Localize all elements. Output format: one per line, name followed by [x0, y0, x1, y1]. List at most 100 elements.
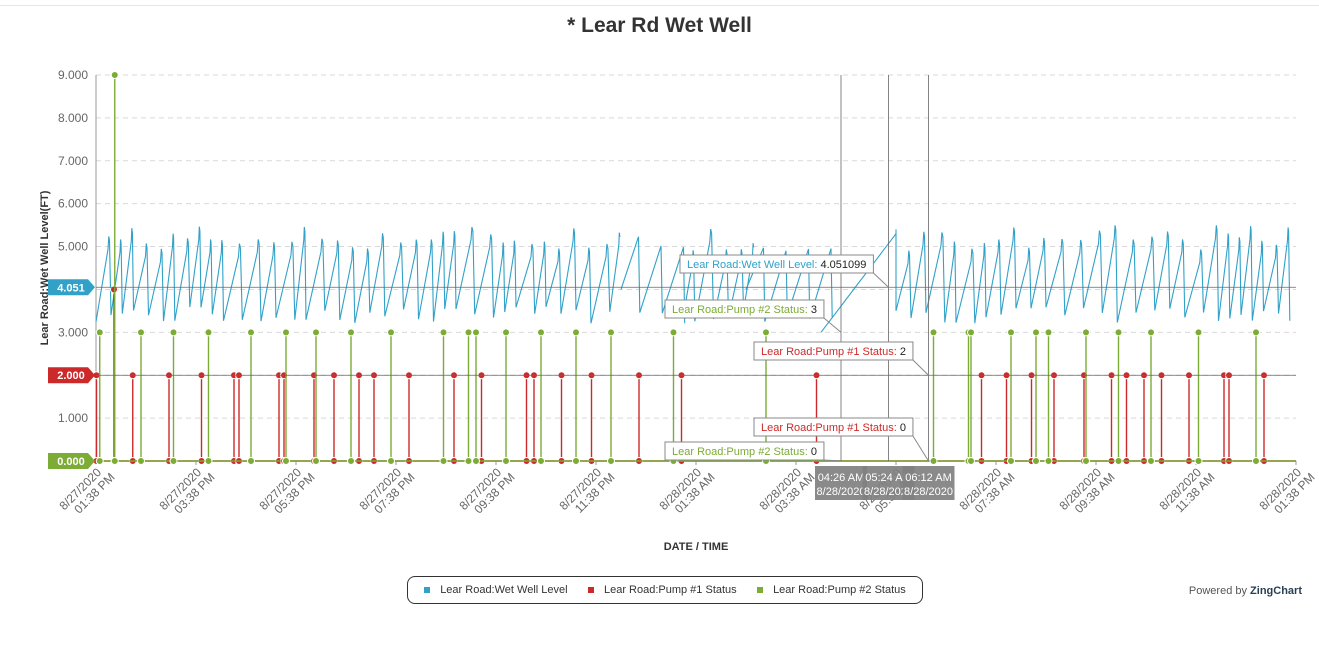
tooltip-pump1-off-pointer [912, 435, 929, 462]
pump2-point [387, 457, 395, 465]
wet-well-flag-value: 4.051 [57, 282, 85, 294]
tooltip-pump1-off-label: Lear Road:Pump #1 Status: 0 [761, 422, 906, 434]
pump2-point [537, 328, 545, 337]
pump2-point [439, 457, 448, 465]
tooltip-pump1-on-box [753, 341, 914, 361]
pump2-point [762, 328, 770, 337]
pump2-point [472, 457, 480, 465]
legend-label-wet-well: Lear Road:Wet Well Level [440, 584, 568, 596]
pump2-flag-value: 0.000 [57, 456, 85, 468]
y-axis-title: Lear Road:Wet Well Level(FT) [39, 190, 51, 345]
pump1-flag [48, 367, 95, 384]
tooltip-pump1-on-value: 2 [900, 346, 906, 358]
tooltip-pump2-off-box [664, 441, 825, 461]
pump2-point [607, 328, 615, 337]
pump2-point [110, 457, 119, 465]
pump2-point [669, 328, 678, 337]
pump2-point [464, 457, 473, 465]
pump2-point [312, 457, 320, 465]
crosshair-x-label-time: 05:24 AM [865, 472, 911, 484]
pump2-point [1194, 328, 1203, 337]
legend-item-pump1[interactable]: Lear Road:Pump #1 Status [587, 584, 737, 596]
legend-swatch-wet-well [424, 587, 431, 593]
tooltip-wet-well-value: 4.051099 [821, 259, 867, 271]
legend-label-pump1: Lear Road:Pump #1 Status [603, 584, 737, 596]
crosshair-x-label-date: 8/28/2020 [904, 486, 953, 498]
pump2-point [464, 328, 473, 337]
pump2-point [137, 328, 145, 337]
pump2-point [537, 457, 545, 465]
legend-item-pump2[interactable]: Lear Road:Pump #2 Status [757, 584, 906, 596]
tooltip-pump2-on-pointer [823, 317, 842, 333]
pump2-point [1044, 328, 1053, 337]
tooltip-pump2-off-value: 0 [811, 446, 817, 458]
chart-title: * Lear Rd Wet Well [567, 14, 752, 37]
powered-by[interactable]: Powered by ZingChart [1189, 585, 1302, 597]
tooltip-pump2-off-pointer [823, 459, 842, 462]
crosshair-x-label-box [815, 466, 867, 500]
pump2-point [572, 457, 580, 465]
tooltip-pump2-on-box [664, 299, 825, 319]
legend-item-wet-well[interactable]: Lear Road:Wet Well Level [424, 584, 568, 596]
pump2-flag [48, 453, 95, 469]
y-tick-label: 9.000 [58, 68, 88, 82]
pump2-point [502, 328, 510, 337]
pump2-point [1252, 328, 1260, 337]
pump2-point [1147, 457, 1155, 465]
y-tick-label: 5.000 [58, 240, 88, 254]
pump2-point [169, 328, 178, 337]
pump2-point [204, 328, 213, 337]
tooltip-wet-well-box [679, 254, 874, 274]
pump2-point [1032, 457, 1040, 465]
tooltip-pump1-on-label: Lear Road:Pump #1 Status: 2 [761, 346, 906, 358]
pump2-point [1114, 457, 1123, 465]
tooltip-pump1-off-box [753, 417, 914, 437]
pump2-point [1147, 328, 1155, 337]
crosshair-x-label-date: 8/28/2020 [864, 486, 913, 498]
x-axis-title: DATE / TIME [664, 541, 729, 553]
pump2-point [169, 457, 178, 465]
tooltip-pump2-on-value: 3 [811, 304, 817, 316]
crosshair-x-label-box [902, 466, 955, 500]
pump1-point [110, 285, 118, 294]
pump2-point [472, 328, 480, 337]
y-tick-label: 3.000 [58, 325, 88, 339]
wet-well-level-line [895, 225, 1291, 324]
wet-well-level-line [620, 236, 686, 324]
y-tick-label: 8.000 [58, 111, 88, 125]
pump2-point [607, 457, 615, 465]
y-tick-label: 6.000 [58, 197, 88, 211]
pump2-point [282, 328, 290, 337]
pump2-point [110, 71, 119, 79]
y-tick-label: 1.000 [58, 411, 88, 425]
tooltip-wet-well-pointer [873, 272, 889, 288]
pump2-point [1082, 457, 1090, 465]
crosshair-x-label-time: 04:26 AM [818, 472, 864, 484]
wet-well-level-line [95, 226, 621, 324]
pump2-point [1032, 328, 1040, 337]
pump2-point [1082, 328, 1090, 337]
tooltip-pump1-off-value: 0 [900, 422, 906, 434]
pump2-point [282, 457, 290, 465]
chart-legend: Lear Road:Wet Well Level Lear Road:Pump … [407, 576, 923, 604]
wet-well-level-line [820, 233, 897, 333]
pump2-point [247, 457, 255, 465]
legend-swatch-pump1 [587, 587, 594, 593]
crosshair-x-label-date: 8/28/2020 [817, 486, 866, 498]
tooltip-pump1-on-pointer [912, 359, 929, 376]
pump2-point [1252, 457, 1260, 465]
y-tick-label: 7.000 [58, 154, 88, 168]
pump2-point [1007, 457, 1015, 465]
pump2-point [137, 457, 145, 465]
crosshair-x-label-time: 06:12 AM [905, 472, 951, 484]
